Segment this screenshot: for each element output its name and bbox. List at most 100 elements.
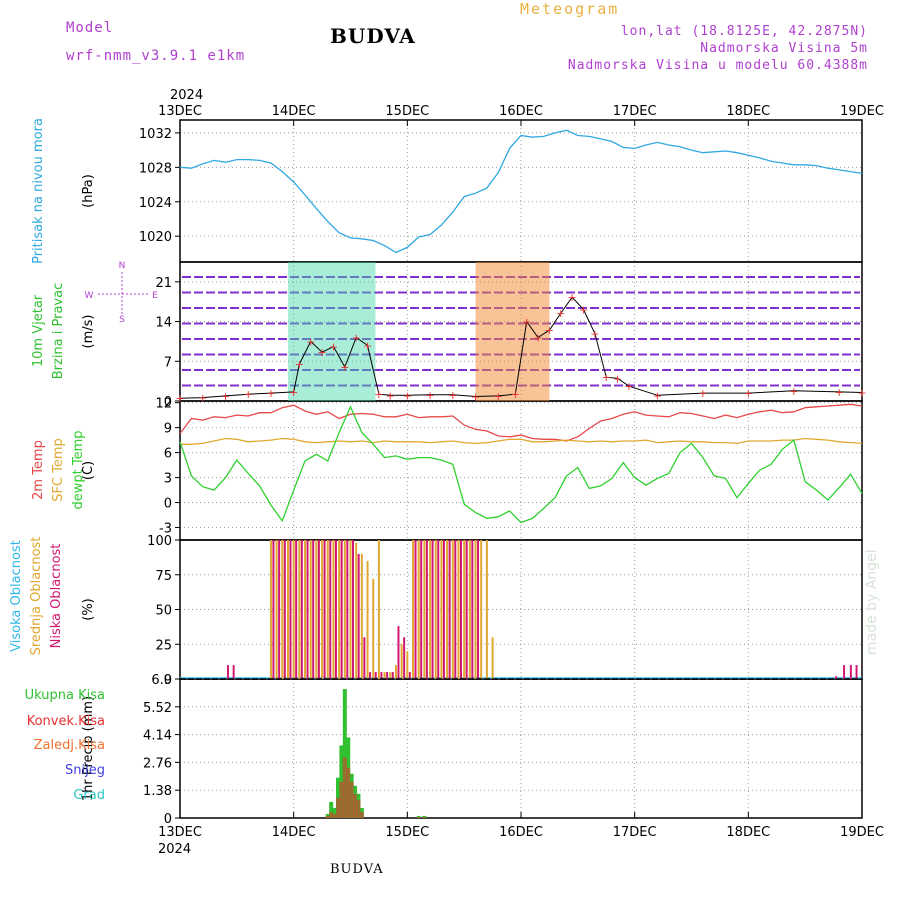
- time-label-top: 17DEC: [613, 104, 657, 119]
- wind-speed-point: +: [295, 358, 304, 371]
- wind-speed-point: +: [306, 335, 315, 348]
- wind-speed-point: +: [471, 390, 480, 403]
- y-tick-label: 5.52: [143, 701, 172, 716]
- temp2m-line: [179, 403, 863, 442]
- elevation-label: Nadmorska Visina 5m: [700, 41, 868, 56]
- total-precip-bar: [325, 813, 330, 818]
- unit-label: (hPa): [81, 174, 96, 208]
- wind-speed-point: +: [744, 387, 753, 400]
- time-label-bottom: 17DEC: [613, 825, 657, 840]
- year-label-bottom: 2024: [158, 842, 191, 857]
- total-precip-label: Ukupna Kisa: [25, 688, 105, 703]
- unit-label: 1hr Precip (mm): [81, 696, 96, 801]
- meteogram-label: Meteogram: [520, 0, 620, 18]
- convective-precip-bar: [416, 816, 421, 818]
- total-precip-bar: [332, 807, 337, 818]
- pressure-line: [179, 129, 863, 254]
- mid-cloud-label: Srednja Oblacnost: [29, 537, 44, 656]
- sfc-temp-line: [180, 437, 863, 445]
- y-tick-label: 0: [164, 812, 172, 827]
- wind-speed-point: +: [386, 389, 395, 402]
- time-label-bottom: 19DEC: [840, 825, 884, 840]
- time-label-top: 13DEC: [158, 104, 202, 119]
- pressure-label: Pritisak na nivou mora: [31, 118, 46, 264]
- y-tick-label: 1032: [139, 127, 172, 142]
- time-label-top: 19DEC: [840, 104, 884, 119]
- year-label-top: 2024: [170, 88, 203, 103]
- y-tick-label: 1024: [139, 196, 172, 211]
- y-tick-label: 6.9: [151, 673, 172, 688]
- wind-speed-point: +: [317, 346, 326, 359]
- dewpt-label: dewpt Temp: [71, 430, 86, 509]
- snow-label: Snijeg: [65, 763, 105, 778]
- wind-speed-point: +: [522, 316, 531, 329]
- convective-precip-bar: [335, 797, 340, 818]
- wind-speed-point: +: [545, 324, 554, 337]
- high-cloud-label: Visoka Oblacnost: [9, 540, 24, 652]
- convective-precip-bar: [329, 811, 334, 818]
- model-label: Model: [66, 20, 114, 36]
- convective-precip-bar: [342, 757, 347, 818]
- y-tick-label: -3: [159, 522, 172, 537]
- y-tick-label: 14: [155, 316, 172, 331]
- wind-speed-point: +: [533, 331, 542, 344]
- wind-speed-point: +: [244, 388, 253, 401]
- wind-sublabel: Brzina i Pravac: [51, 283, 66, 380]
- wind-speed-point: +: [556, 307, 565, 320]
- compass-w: W: [85, 291, 94, 301]
- sfc-temp-label: SFC Temp: [51, 438, 66, 502]
- convective-precip-bar: [339, 781, 344, 818]
- y-tick-label: 4.14: [143, 729, 172, 744]
- wind-speed-point: +: [221, 390, 230, 403]
- wind-speed-point: +: [340, 361, 349, 374]
- time-label-top: 14DEC: [272, 104, 316, 119]
- convective-precip-bar: [356, 799, 361, 818]
- wind-speed-point: +: [579, 304, 588, 317]
- convective-precip-bar: [325, 815, 330, 818]
- low-cloud-label: Niska Oblacnost: [49, 544, 64, 649]
- y-tick-label: 0: [164, 395, 172, 410]
- wind-speed-point: +: [835, 386, 844, 399]
- time-label-bottom: 15DEC: [385, 825, 429, 840]
- time-label-top: 15DEC: [385, 104, 429, 119]
- total-precip-bar: [329, 801, 334, 818]
- convective-precip-bar: [422, 816, 427, 818]
- y-tick-label: 6: [164, 447, 172, 462]
- y-tick-label: 7: [164, 355, 172, 370]
- wind-speed-point: +: [448, 389, 457, 402]
- total-precip-bar: [342, 689, 347, 818]
- hail-label: Grad: [73, 788, 105, 803]
- compass-e: E: [152, 291, 158, 301]
- time-label-top: 16DEC: [499, 104, 543, 119]
- convective-precip-bar: [332, 813, 337, 818]
- y-tick-label: 1.38: [143, 784, 172, 799]
- wind-speed-point: +: [494, 390, 503, 403]
- unit-label: (%): [81, 598, 96, 621]
- convective-precip-label: Konvek.Kisa: [27, 714, 105, 729]
- wind-speed-line: [179, 296, 863, 399]
- y-tick-label: 25: [155, 638, 172, 653]
- bottom-title: BUDVA: [330, 862, 384, 877]
- wind-speed-point: +: [425, 389, 434, 402]
- y-tick-label: 9: [164, 422, 172, 437]
- wind-speed-point: +: [613, 372, 622, 385]
- y-tick-label: 12: [155, 397, 172, 412]
- wind-strong-band-2: [475, 262, 550, 401]
- y-tick-label: 3: [164, 472, 172, 487]
- y-tick-label: 75: [155, 569, 172, 584]
- compass-s: S: [119, 315, 125, 325]
- wind-speed-point: +: [857, 386, 866, 399]
- wind-label: 10m Vjetar: [31, 294, 46, 367]
- convective-precip-bar: [349, 781, 354, 818]
- convective-precip-bar: [353, 793, 358, 818]
- wind-speed-point: +: [363, 339, 372, 352]
- wind-speed-point: +: [568, 291, 577, 304]
- wind-speed-point: +: [289, 386, 298, 399]
- lonlat-label: lon,lat (18.8125E, 42.2875N): [620, 24, 868, 39]
- wind-speed-point: +: [175, 392, 184, 405]
- y-tick-label: 1028: [139, 161, 172, 176]
- convective-precip-bar: [359, 811, 364, 818]
- y-tick-label: 2.76: [143, 756, 172, 771]
- time-label-bottom: 16DEC: [499, 825, 543, 840]
